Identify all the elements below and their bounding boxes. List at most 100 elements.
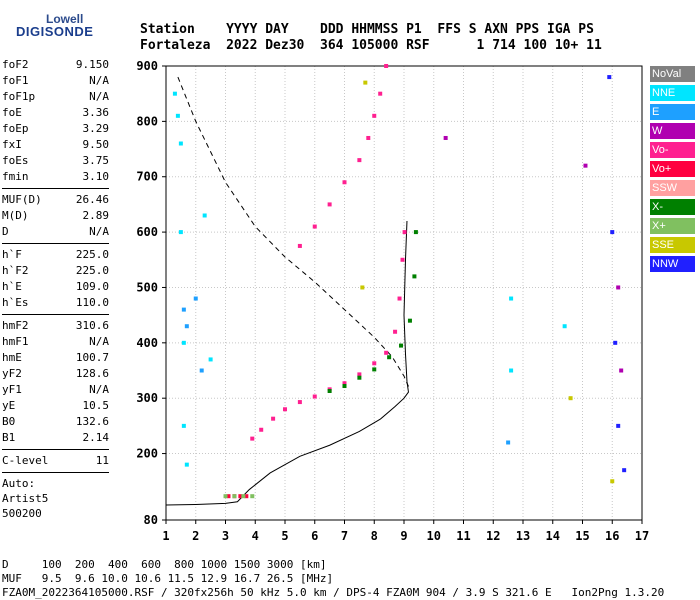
param-value: N/A <box>89 383 109 396</box>
echo-point <box>312 394 317 399</box>
echo-point <box>372 113 377 118</box>
echo-point <box>397 296 402 301</box>
echo-point <box>184 324 189 329</box>
echo-point <box>178 230 183 235</box>
param-row: M(D) 2.89 <box>2 209 109 225</box>
param-separator <box>2 449 109 450</box>
auto-scaling-line: 500200 <box>2 507 42 520</box>
ionogram-chart: 1 2 3 4 5 6 7 8 9 10 11 12 13 14 15 16 17802003004005006… <box>136 59 649 543</box>
x-tick-label: 1 <box>162 529 169 543</box>
x-tick-label: 13 <box>516 529 530 543</box>
echo-point <box>402 230 407 235</box>
echo-point <box>241 494 246 499</box>
param-key: C-level <box>2 454 49 467</box>
param-value: 10.5 <box>82 399 110 412</box>
param-row: h`Es 110.0 <box>2 296 109 312</box>
param-separator <box>2 243 109 244</box>
param-value: 109.0 <box>75 280 109 293</box>
echo-point <box>327 388 332 393</box>
param-value: 100.7 <box>75 351 109 364</box>
param-value: 11 <box>95 454 109 467</box>
echo-point <box>372 361 377 366</box>
y-tick-label: 80 <box>144 513 158 527</box>
parameters-panel: foF2 9.150 foF1 N/A foF1p N/A foE 3.36 foEp 3.29 f… <box>2 58 109 522</box>
echo-point <box>312 224 317 229</box>
x-tick-label: 9 <box>400 529 407 543</box>
echo-point <box>562 324 567 329</box>
x-tick-label: 4 <box>252 529 259 543</box>
x-tick-label: 7 <box>341 529 348 543</box>
echo-point <box>226 494 231 499</box>
echo-point <box>297 400 302 405</box>
echo-point <box>250 436 255 441</box>
echo-point <box>619 368 624 373</box>
param-row: yF1 N/A <box>2 383 109 399</box>
echo-point <box>412 274 417 279</box>
param-value: 2.89 <box>82 209 110 222</box>
echo-point <box>184 462 189 467</box>
echo-point <box>178 141 183 146</box>
param-value: 9.50 <box>82 138 110 151</box>
param-key: fmin <box>2 170 29 183</box>
echo-point <box>199 368 204 373</box>
param-key: foF1p <box>2 90 36 103</box>
echo-point <box>506 440 511 445</box>
legend-entry: NNW <box>650 256 695 272</box>
legend-entry: NoVal <box>650 66 695 82</box>
param-row: yE 10.5 <box>2 399 109 415</box>
echo-point <box>244 494 249 499</box>
x-tick-label: 16 <box>605 529 619 543</box>
echo-point <box>175 113 180 118</box>
echo-point <box>357 372 362 377</box>
echo-point <box>172 91 177 96</box>
echo-point <box>181 340 186 345</box>
param-row: h`F 225.0 <box>2 248 109 264</box>
echo-point <box>610 479 615 484</box>
x-tick-label: 15 <box>575 529 589 543</box>
param-row: foF1 N/A <box>2 74 109 90</box>
legend: NoVal NNE E W Vo- Vo+ SSW X- X+ SSE NNW <box>650 66 695 275</box>
echo-point <box>223 494 228 499</box>
param-row: yF2 128.6 <box>2 367 109 383</box>
param-key: fxI <box>2 138 22 151</box>
param-value: N/A <box>89 335 109 348</box>
param-value: 225.0 <box>75 264 109 277</box>
param-value: 225.0 <box>75 248 109 261</box>
echo-point <box>387 355 392 360</box>
param-row: h`F2 225.0 <box>2 264 109 280</box>
footer-distance: D 100 200 400 600 800 1000 1500 3000 [km… <box>2 558 327 571</box>
echo-point <box>259 427 264 432</box>
param-key: h`Es <box>2 296 29 309</box>
footer: D 100 200 400 600 800 1000 1500 3000 [km… <box>2 558 664 600</box>
auto-scaling-line: Auto: <box>2 477 36 490</box>
echo-point <box>613 340 618 345</box>
echo-point <box>384 64 389 68</box>
param-row: B0 132.6 <box>2 415 109 431</box>
param-value: 3.29 <box>82 122 110 135</box>
echo-point <box>399 343 404 348</box>
echo-point <box>610 230 615 235</box>
echo-point <box>407 318 412 323</box>
echo-point <box>250 494 255 499</box>
echo-point <box>509 368 514 373</box>
param-key: foF2 <box>2 58 29 71</box>
param-row: hmF2 310.6 <box>2 319 109 335</box>
param-row: hmE 100.7 <box>2 351 109 367</box>
param-separator <box>2 472 109 473</box>
y-tick-label: 600 <box>136 225 158 239</box>
param-value: 310.6 <box>75 319 109 332</box>
param-value: 3.36 <box>82 106 110 119</box>
x-tick-label: 6 <box>311 529 318 543</box>
echo-point <box>342 381 347 386</box>
y-tick-label: 300 <box>136 391 158 405</box>
echo-point <box>327 202 332 207</box>
legend-entry: X+ <box>650 218 695 234</box>
param-key: yF1 <box>2 383 22 396</box>
legend-entry: Vo- <box>650 142 695 158</box>
param-row: fmin 3.10 <box>2 170 109 186</box>
param-row: foEs 3.75 <box>2 154 109 170</box>
footer-muf: MUF 9.5 9.6 10.0 10.6 11.5 12.9 16.7 26.… <box>2 572 334 585</box>
legend-entry: W <box>650 123 695 139</box>
echo-point <box>342 180 347 185</box>
y-tick-label: 800 <box>136 114 158 128</box>
